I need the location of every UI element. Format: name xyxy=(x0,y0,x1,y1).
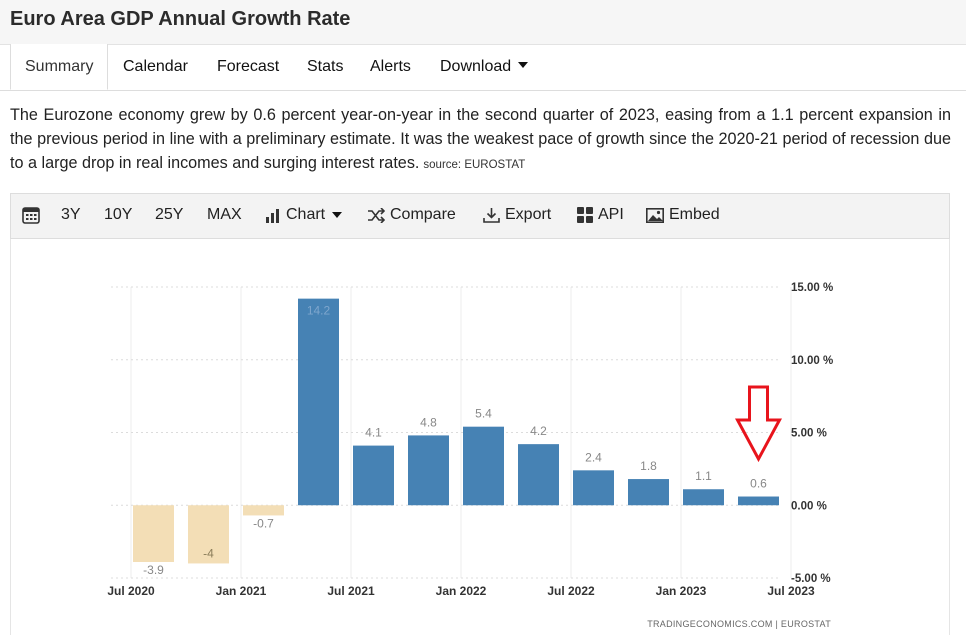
bar-chart-icon xyxy=(266,208,279,223)
source-label: source: EUROSTAT xyxy=(423,159,526,171)
chart-type-button[interactable]: Chart xyxy=(265,206,343,224)
bar-value-label: 4.1 xyxy=(365,426,382,440)
bar-value-label: 2.4 xyxy=(585,450,602,464)
tab-alerts[interactable]: Alerts xyxy=(370,58,411,75)
y-tick-label: 10.00 % xyxy=(791,355,833,367)
range-25y-button[interactable]: 25Y xyxy=(155,206,184,223)
range-max-button[interactable]: MAX xyxy=(207,206,242,223)
title-bar: Euro Area GDP Annual Growth Rate xyxy=(0,0,966,45)
tab-stats[interactable]: Stats xyxy=(307,58,344,75)
bar xyxy=(738,496,779,506)
export-label: Export xyxy=(505,206,552,223)
chevron-down-icon xyxy=(332,212,343,218)
api-button[interactable]: API xyxy=(577,206,624,224)
y-tick-label: 15.00 % xyxy=(791,282,833,294)
bar-value-label: -4 xyxy=(203,546,214,560)
chevron-down-icon xyxy=(518,62,529,68)
download-icon xyxy=(483,208,500,223)
export-button[interactable]: Export xyxy=(483,206,551,224)
bar-value-label: -0.7 xyxy=(253,516,274,530)
bar-value-label: 4.2 xyxy=(530,424,547,438)
grid-icon xyxy=(577,207,593,223)
bar xyxy=(628,479,669,506)
bar xyxy=(408,435,449,506)
x-tick-label: Jan 2022 xyxy=(436,584,487,598)
api-label: API xyxy=(598,206,624,223)
gdp-bar-chart: 15.00 % 10.00 % 5.00 % 0.00 % -5.00 % -3.9 -4 -… xyxy=(107,282,833,629)
y-tick-label: 0.00 % xyxy=(791,500,827,512)
tab-forecast[interactable]: Forecast xyxy=(217,58,280,75)
range-3y-button[interactable]: 3Y xyxy=(61,206,81,223)
bar xyxy=(298,298,339,506)
embed-label: Embed xyxy=(669,206,720,223)
tab-calendar[interactable]: Calendar xyxy=(123,58,188,75)
chart-credit: TRADINGECONOMICS.COM | EUROSTAT xyxy=(647,619,831,629)
bar xyxy=(188,505,229,564)
embed-button[interactable]: Embed xyxy=(646,206,720,224)
annotation-down-arrow-icon xyxy=(734,385,783,463)
bar xyxy=(573,470,614,506)
x-tick-label: Jan 2021 xyxy=(216,584,267,598)
x-tick-label: Jul 2022 xyxy=(547,584,595,598)
bar-value-label: 1.8 xyxy=(640,459,657,473)
bar-value-label: 14.2 xyxy=(307,304,331,318)
chart-toolbar: 3Y 10Y 25Y MAX Chart Compare Export API … xyxy=(10,193,950,239)
bar xyxy=(683,489,724,506)
chart-type-label: Chart xyxy=(286,206,326,223)
page-title: Euro Area GDP Annual Growth Rate xyxy=(10,8,351,30)
x-tick-label: Jul 2021 xyxy=(327,584,375,598)
tab-download[interactable]: Download xyxy=(440,58,529,76)
x-tick-label: Jul 2023 xyxy=(767,584,815,598)
y-tick-label: 5.00 % xyxy=(791,428,827,440)
compare-label: Compare xyxy=(390,206,456,223)
description: The Eurozone economy grew by 0.6 percent… xyxy=(10,106,951,172)
tab-summary[interactable]: Summary xyxy=(10,44,109,90)
bar-value-label: 4.8 xyxy=(420,415,437,429)
y-tick-label: -5.00 % xyxy=(791,573,831,585)
summary-text: The Eurozone economy grew by 0.6 percent… xyxy=(10,103,951,177)
bar xyxy=(133,505,174,562)
bar xyxy=(463,426,504,506)
bar xyxy=(243,505,284,516)
x-tick-label: Jul 2020 xyxy=(107,584,155,598)
bar xyxy=(353,445,394,506)
tab-download-label: Download xyxy=(440,58,512,75)
shuffle-icon xyxy=(368,207,385,223)
bar xyxy=(518,444,559,506)
x-tick-label: Jan 2023 xyxy=(656,584,707,598)
range-10y-button[interactable]: 10Y xyxy=(104,206,133,223)
calendar-icon[interactable] xyxy=(22,207,45,224)
bar-value-label: 5.4 xyxy=(475,407,492,421)
compare-button[interactable]: Compare xyxy=(367,206,456,224)
bar-value-label: -3.9 xyxy=(143,563,164,577)
bar-value-label: 1.1 xyxy=(695,469,712,483)
image-icon xyxy=(646,207,664,223)
chart-panel: 15.00 % 10.00 % 5.00 % 0.00 % -5.00 % -3.9 -4 -… xyxy=(10,239,950,635)
bar-value-label: 0.6 xyxy=(750,477,767,491)
tab-bar: Summary Calendar Forecast Stats Alerts D… xyxy=(0,44,966,91)
